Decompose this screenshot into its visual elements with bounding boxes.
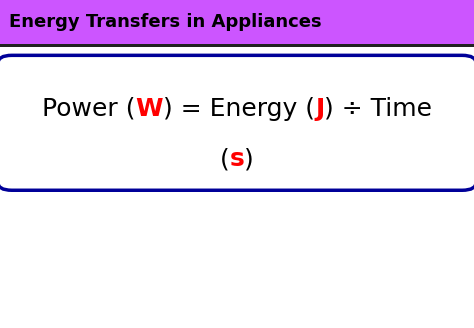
- Text: J: J: [315, 97, 324, 121]
- FancyBboxPatch shape: [0, 55, 474, 190]
- Text: Energy Transfers in Appliances: Energy Transfers in Appliances: [9, 13, 322, 31]
- Text: s: s: [229, 147, 245, 171]
- Text: (: (: [220, 147, 229, 171]
- Text: ) ÷ Time: ) ÷ Time: [324, 97, 432, 121]
- Text: Power (: Power (: [42, 97, 135, 121]
- Text: ): ): [245, 147, 254, 171]
- Text: W: W: [135, 97, 163, 121]
- Text: ) = Energy (: ) = Energy (: [163, 97, 315, 121]
